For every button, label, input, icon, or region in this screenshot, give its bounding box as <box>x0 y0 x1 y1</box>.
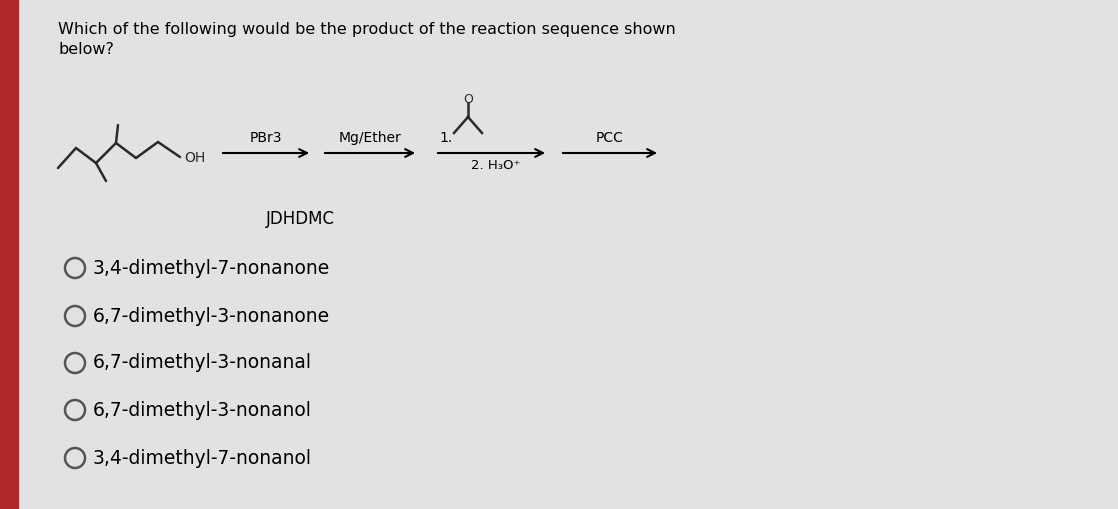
Text: PCC: PCC <box>596 131 624 145</box>
Text: 3,4-dimethyl-7-nonanol: 3,4-dimethyl-7-nonanol <box>93 448 312 467</box>
Text: Which of the following would be the product of the reaction sequence shown: Which of the following would be the prod… <box>58 22 675 37</box>
Text: OH: OH <box>184 151 206 165</box>
Text: 3,4-dimethyl-7-nonanone: 3,4-dimethyl-7-nonanone <box>93 259 330 277</box>
Text: below?: below? <box>58 42 114 57</box>
Text: 6,7-dimethyl-3-nonanone: 6,7-dimethyl-3-nonanone <box>93 306 330 325</box>
Text: PBr3: PBr3 <box>249 131 282 145</box>
Text: 6,7-dimethyl-3-nonanal: 6,7-dimethyl-3-nonanal <box>93 353 312 373</box>
Text: O: O <box>463 93 473 106</box>
Text: JDHDMC: JDHDMC <box>265 210 334 228</box>
Text: 2. H₃O⁺: 2. H₃O⁺ <box>471 159 520 172</box>
Text: Mg/Ether: Mg/Ether <box>339 131 401 145</box>
Text: 1.: 1. <box>439 131 453 145</box>
Text: 6,7-dimethyl-3-nonanol: 6,7-dimethyl-3-nonanol <box>93 401 312 419</box>
Bar <box>0 0 18 509</box>
